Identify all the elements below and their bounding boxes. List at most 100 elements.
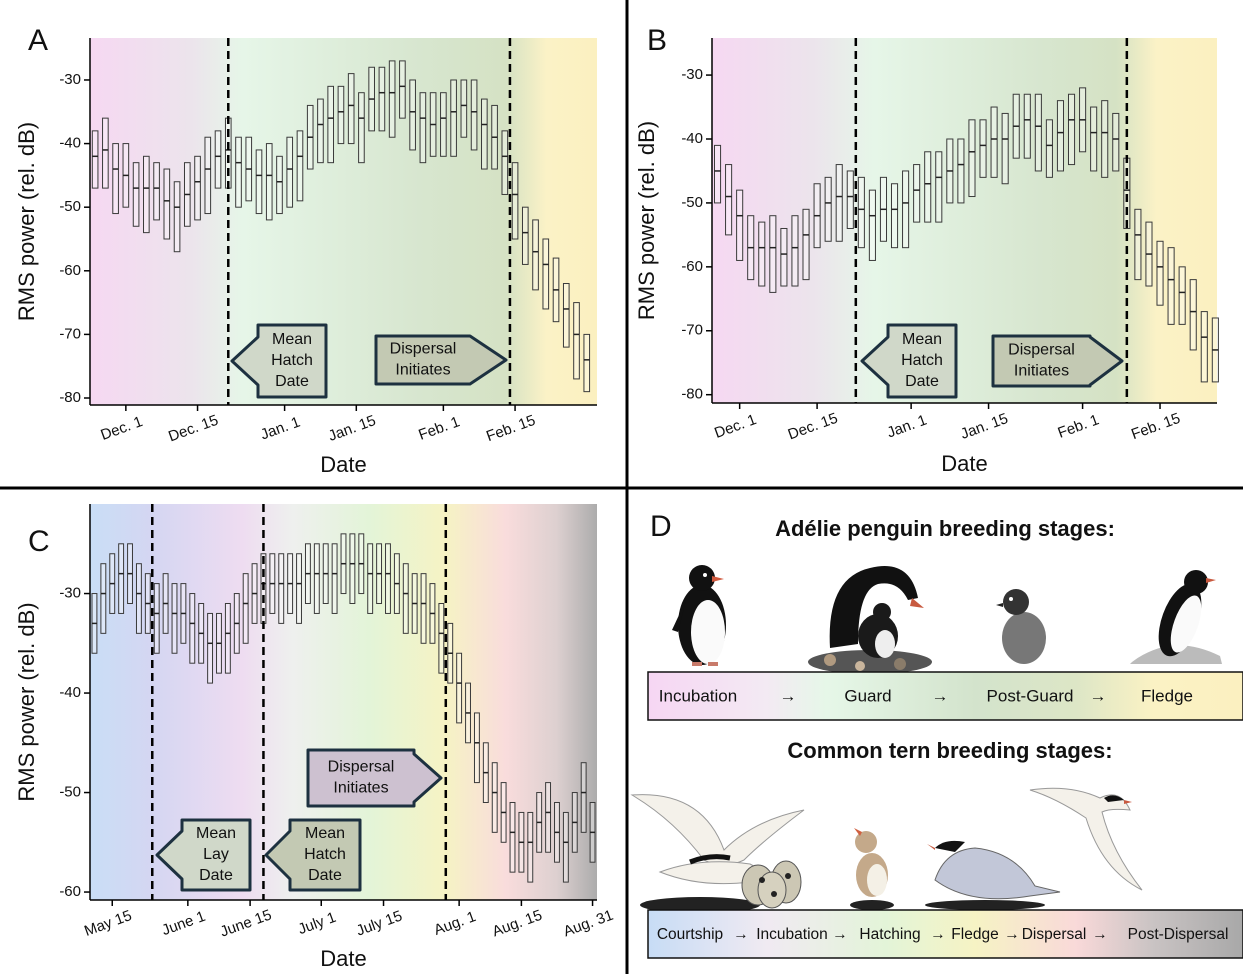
annotation-text: Dispersal [390, 341, 457, 358]
box [350, 534, 355, 604]
box [474, 713, 479, 783]
box [439, 603, 444, 673]
box [1068, 94, 1074, 164]
box [492, 763, 497, 833]
stage-arrow: → [1090, 686, 1107, 705]
box [410, 80, 416, 150]
panel-label: C [28, 525, 50, 558]
y-tick-label: -70 [681, 322, 703, 339]
box [243, 574, 248, 644]
y-axis-label: RMS power (rel. dB) [634, 121, 659, 320]
stage-label: Guard [844, 686, 891, 705]
x-tick-label: Aug. 31 [561, 907, 615, 941]
annotation-text: Mean [272, 331, 312, 348]
x-tick-label: June 15 [218, 906, 274, 940]
box [914, 165, 920, 223]
box [803, 209, 809, 279]
tern-illustration [925, 841, 1060, 910]
box [528, 812, 533, 882]
box [92, 131, 98, 188]
x-tick-label: Aug. 1 [432, 908, 479, 939]
box [969, 120, 975, 197]
panel-label: A [28, 24, 48, 57]
box [386, 544, 391, 614]
figure: D Adélie penguin breeding stages: Incuba… [0, 0, 1243, 974]
box [1168, 248, 1174, 325]
panel-title: Adélie penguin breeding stages: [775, 516, 1115, 541]
box [1102, 101, 1108, 178]
box [825, 177, 831, 241]
x-tick-label: Dec. 15 [786, 410, 840, 444]
box [451, 80, 457, 156]
box [225, 603, 230, 673]
panel-title: Common tern breeding stages: [787, 738, 1112, 763]
box [1113, 113, 1119, 171]
box [318, 99, 324, 163]
x-tick-label: Feb. 1 [416, 413, 462, 444]
annotation-text: Date [275, 373, 309, 390]
stage-arrow: → [1092, 926, 1108, 943]
annotation-text: Hatch [901, 352, 943, 369]
chick-illustration [850, 828, 894, 910]
panel: C-30-40-50-60May 15June 1June 15July 1Ju… [14, 504, 616, 971]
box [172, 584, 177, 654]
box [792, 216, 798, 286]
box [737, 190, 743, 260]
box [980, 120, 986, 178]
box [205, 137, 211, 213]
box [891, 184, 897, 248]
box [1057, 101, 1063, 171]
annotation-text: Lay [203, 846, 229, 863]
annotation-text: Initiates [395, 362, 450, 379]
chick-illustration [996, 589, 1046, 664]
box [368, 544, 373, 614]
x-tick-label: Dec. 1 [98, 413, 145, 444]
box [510, 802, 515, 872]
y-axis-label: RMS power (rel. dB) [14, 602, 39, 801]
box [421, 574, 426, 644]
panel: A-30-40-50-60-70-80Dec. 1Dec. 15Jan. 1Ja… [14, 24, 597, 477]
stage-label: Fledge [1141, 686, 1193, 705]
y-tick-label: -60 [59, 262, 81, 279]
y-tick-label: -30 [59, 585, 81, 602]
panel-label: D [650, 510, 672, 543]
box [958, 139, 964, 203]
stage-arrow: → [832, 926, 848, 943]
box [1201, 312, 1207, 382]
tern-illustration [632, 795, 804, 913]
stage-label: Incubation [756, 926, 828, 943]
box [190, 594, 195, 664]
x-axis-label: Date [941, 451, 987, 476]
box [1157, 241, 1163, 305]
box [563, 812, 568, 882]
box [1190, 280, 1196, 350]
box [581, 763, 586, 833]
stage-label: Hatching [859, 926, 920, 943]
box [1035, 94, 1041, 171]
panel-d: D Adélie penguin breeding stages: Incuba… [632, 510, 1243, 958]
x-tick-label: Jan. 1 [258, 414, 302, 444]
box [1002, 113, 1008, 183]
stage-label: Post-Guard [987, 686, 1074, 705]
box [119, 544, 124, 614]
x-tick-label: Feb. 15 [1129, 410, 1183, 443]
box [759, 222, 765, 286]
box [208, 613, 213, 683]
x-tick-label: May 15 [82, 907, 134, 940]
y-tick-label: -80 [59, 389, 81, 406]
box [266, 144, 272, 220]
box [1091, 107, 1097, 171]
panel: B-30-40-50-60-70-80Dec. 1Dec. 15Jan. 1Ja… [634, 24, 1219, 476]
box [457, 653, 462, 723]
x-tick-label: July 15 [354, 907, 404, 939]
box [133, 163, 139, 227]
box [1179, 267, 1185, 325]
box [546, 783, 551, 853]
penguin-illustration [672, 565, 726, 665]
box [584, 334, 590, 391]
box [359, 93, 365, 163]
annotation-text: Date [308, 867, 342, 884]
stage-label: Fledge [951, 926, 998, 943]
x-tick-label: June 1 [160, 908, 208, 939]
